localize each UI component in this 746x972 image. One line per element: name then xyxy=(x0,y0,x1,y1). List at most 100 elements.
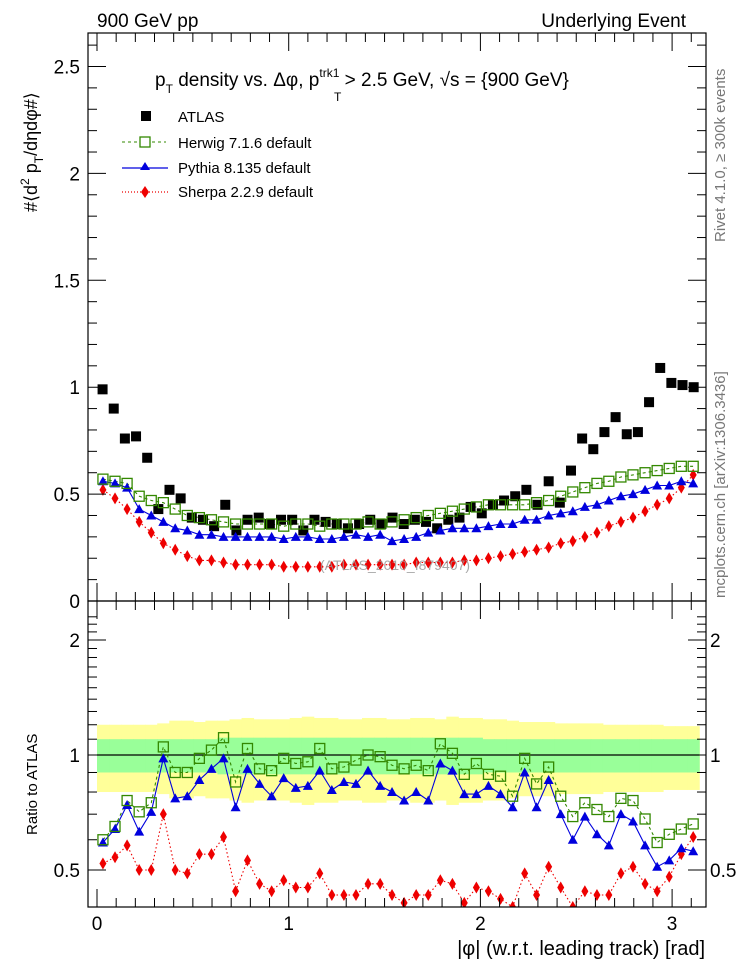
sherpa-ratio-point xyxy=(629,860,637,873)
atlas-data-point xyxy=(97,384,108,395)
sherpa-ratio-point xyxy=(617,867,625,880)
ratio-inner-band-bin xyxy=(614,739,628,773)
sherpa-data-point xyxy=(497,550,505,563)
x-tick-label: 2 xyxy=(475,914,486,935)
sherpa-ratio-point xyxy=(352,889,360,902)
pythia-data-point xyxy=(531,514,542,524)
sherpa-ratio-point xyxy=(256,877,264,890)
sherpa-data-point xyxy=(280,560,288,573)
pythia-ratio-point xyxy=(627,816,638,826)
sherpa-data-point xyxy=(509,547,517,560)
herwig-data-point xyxy=(302,518,314,530)
atlas-data-point xyxy=(621,429,632,440)
sherpa-data-point xyxy=(605,520,613,533)
herwig-ratio-point xyxy=(109,820,121,833)
herwig-data-point xyxy=(567,486,579,498)
herwig-ratio-point xyxy=(133,806,145,818)
sherpa-data-point xyxy=(316,560,324,573)
ratio-inner-band-bin xyxy=(446,737,459,775)
atlas-data-point xyxy=(298,525,309,536)
herwig-data-point xyxy=(687,460,699,472)
sherpa-ratio-point xyxy=(460,896,468,907)
ratio-inner-band-bin xyxy=(626,739,640,773)
ratio-inner-band-bin xyxy=(289,737,303,775)
sherpa-data-point xyxy=(521,545,529,558)
herwig-ratio-point xyxy=(567,810,579,823)
pythia-ratio-point xyxy=(314,765,325,775)
sherpa-ratio-point xyxy=(195,848,203,861)
legend-pythia-label: Pythia 8.135 default xyxy=(178,160,311,177)
pythia-data-point xyxy=(182,525,193,535)
sherpa-data-point xyxy=(653,498,661,511)
sherpa-ratio-point xyxy=(557,881,565,894)
title-p: p xyxy=(155,70,166,91)
main-y-axis-label: #⟨d2 pT/dηdφ#⟩ xyxy=(18,92,46,212)
title-sup-trk1: trk1 xyxy=(319,66,339,80)
sherpa-ratio-point xyxy=(665,870,673,883)
pythia-data-point xyxy=(495,519,506,529)
ratio-inner-band-bin xyxy=(169,739,182,773)
herwig-ratio-point xyxy=(591,803,603,816)
pythia-ratio-point xyxy=(688,846,699,856)
pythia-data-point xyxy=(471,523,482,533)
sherpa-ratio-point xyxy=(376,877,384,890)
ratio-inner-band-bin xyxy=(687,739,700,773)
atlas-data-point xyxy=(543,476,554,487)
herwig-data-point xyxy=(446,505,459,517)
ratio-inner-band-bin xyxy=(458,737,471,775)
herwig-data-point xyxy=(133,490,145,502)
sherpa-ratio-point xyxy=(280,874,288,887)
pythia-data-point xyxy=(266,531,277,541)
atlas-data-point xyxy=(164,484,175,495)
sherpa-data-point xyxy=(484,552,492,565)
sherpa-data-point xyxy=(207,554,215,567)
atlas-data-point xyxy=(342,523,353,534)
sherpa-data-point xyxy=(436,556,444,569)
pythia-ratio-point xyxy=(447,765,458,775)
herwig-ratio-point xyxy=(121,794,133,807)
sherpa-data-point xyxy=(256,558,264,571)
pythia-ratio-point xyxy=(350,778,361,788)
herwig-data-point xyxy=(494,499,507,511)
pythia-data-point xyxy=(676,476,687,486)
sherpa-data-point xyxy=(412,556,420,569)
pythia-data-point xyxy=(158,516,169,526)
herwig-data-point xyxy=(253,518,266,530)
pythia-data-point xyxy=(242,531,253,541)
sherpa-data-point xyxy=(340,558,348,571)
sherpa-ratio-point xyxy=(388,889,396,902)
pythia-data-point xyxy=(555,508,566,518)
ratio-y-tick-label: 2 xyxy=(69,631,80,652)
ratio-y-tick-label-right: 0.5 xyxy=(710,861,736,882)
sherpa-ratio-point xyxy=(436,874,444,887)
title-s-tail: s = {900 GeV} xyxy=(450,70,569,91)
herwig-data-point xyxy=(278,520,290,532)
pythia-data-point xyxy=(399,533,410,543)
herwig-ratio-point xyxy=(446,747,459,759)
herwig-ratio-point xyxy=(362,749,374,761)
herwig-data-point xyxy=(663,462,675,475)
herwig-ratio-point xyxy=(506,790,519,802)
sherpa-data-point xyxy=(400,558,408,571)
herwig-data-point xyxy=(241,518,254,530)
sherpa-data-point xyxy=(243,558,251,571)
ratio-inner-band-bin xyxy=(325,737,339,775)
legend-pythia-marker xyxy=(140,162,150,170)
ratio-inner-band-bin xyxy=(663,739,676,773)
ratio-inner-band-bin xyxy=(602,739,616,773)
pythia-ratio-point xyxy=(242,763,253,773)
herwig-data-point xyxy=(326,518,338,530)
ratio-y-tick-label: 1 xyxy=(69,746,80,767)
herwig-ratio-point xyxy=(422,764,434,777)
title-sub-T-2: T xyxy=(334,90,342,104)
ratio-inner-band-bin xyxy=(241,737,255,775)
atlas-data-point xyxy=(432,523,443,534)
herwig-ratio-point xyxy=(338,761,350,773)
ratio-inner-band-bin xyxy=(530,739,544,773)
herwig-data-point xyxy=(265,518,278,530)
ratio-inner-band-bin xyxy=(494,739,508,773)
sherpa-ratio-point xyxy=(340,889,348,902)
herwig-ratio-point xyxy=(639,813,651,825)
sherpa-ratio-point xyxy=(147,864,155,876)
sherpa-ratio-point xyxy=(159,808,167,821)
